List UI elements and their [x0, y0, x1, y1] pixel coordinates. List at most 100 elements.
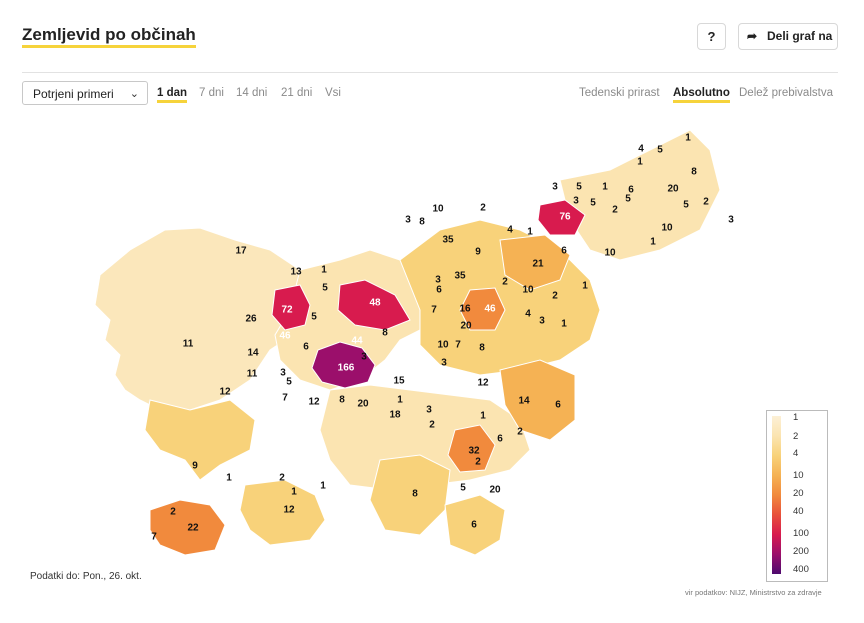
municipality-value-label: 4 — [525, 309, 531, 320]
municipality-value-label: 1 — [685, 133, 691, 144]
range-all[interactable]: Vsi — [325, 87, 341, 99]
legend-tick: 2 — [793, 431, 799, 442]
municipality-value-label: 13 — [290, 267, 302, 278]
region-kocevje[interactable] — [369, 454, 451, 536]
region-southeast[interactable] — [499, 359, 576, 441]
municipality-value-label: 8 — [479, 343, 485, 354]
municipality-value-label: 14 — [247, 348, 259, 359]
legend-color-bar — [772, 416, 781, 574]
region-novo-mesto[interactable] — [447, 424, 496, 473]
region-kamnik[interactable] — [337, 279, 411, 331]
region-kranj[interactable] — [271, 284, 311, 331]
municipality-value-label: 76 — [559, 212, 571, 223]
municipality-value-label: 166 — [338, 363, 355, 374]
data-source-note: vir podatkov: NIJZ, Ministrstvo za zdrav… — [685, 588, 822, 597]
municipality-value-label: 17 — [235, 246, 247, 257]
region-bela-krajina[interactable] — [444, 494, 506, 556]
range-14-days[interactable]: 14 dni — [236, 87, 268, 99]
municipality-value-label: 15 — [393, 376, 405, 387]
municipality-value-label: 26 — [245, 314, 257, 325]
municipality-value-label: 35 — [454, 271, 466, 282]
municipality-value-label: 6 — [555, 400, 561, 411]
municipality-value-label: 1 — [291, 487, 297, 498]
municipality-value-label: 2 — [170, 507, 176, 518]
municipality-value-label: 1 — [582, 281, 588, 292]
municipality-value-label: 2 — [517, 427, 523, 438]
municipality-value-label: 1 — [397, 395, 403, 406]
municipality-value-label: 6 — [436, 285, 442, 296]
municipality-value-label: 14 — [518, 396, 530, 407]
legend-tick: 40 — [793, 506, 804, 517]
mode-weekly-growth[interactable]: Tedenski prirast — [579, 87, 660, 99]
municipality-value-label: 46 — [484, 304, 496, 315]
region-maribor[interactable] — [499, 234, 571, 291]
municipality-value-label: 3 — [280, 368, 286, 379]
municipality-value-label: 22 — [187, 523, 199, 534]
municipality-value-label: 3 — [441, 358, 447, 369]
region-west[interactable] — [94, 227, 301, 411]
legend-tick: 1 — [793, 412, 799, 423]
municipality-value-label: 3 — [552, 182, 558, 193]
municipality-value-label: 1 — [650, 237, 656, 248]
municipality-value-label: 5 — [460, 483, 466, 494]
share-button[interactable]: ➦ Deli graf na — [738, 23, 838, 50]
municipality-value-label: 5 — [311, 312, 317, 323]
region-ljubljana[interactable] — [311, 341, 376, 389]
municipality-value-label: 2 — [475, 457, 481, 468]
data-date-note: Podatki do: Pon., 26. okt. — [30, 571, 142, 582]
region-northeast[interactable] — [559, 129, 721, 261]
region-coast[interactable] — [149, 499, 226, 556]
municipality-value-label: 3 — [426, 405, 432, 416]
municipality-value-label: 10 — [437, 340, 449, 351]
range-1-day[interactable]: 1 dan — [157, 86, 188, 103]
range-7-days[interactable]: 7 dni — [199, 87, 224, 99]
municipality-value-label: 2 — [612, 205, 618, 216]
municipality-value-label: 3 — [539, 316, 545, 327]
municipality-value-label: 8 — [691, 167, 697, 178]
chevron-down-icon: ⌄ — [129, 88, 139, 100]
municipality-value-label: 6 — [471, 520, 477, 531]
municipality-value-label: 5 — [657, 145, 663, 156]
region-southwest[interactable] — [144, 399, 256, 481]
municipality-value-label: 5 — [576, 182, 582, 193]
municipality-value-label: 3 — [435, 275, 441, 286]
municipality-value-label: 1 — [527, 227, 533, 238]
municipality-value-label: 2 — [429, 420, 435, 431]
help-button[interactable]: ? — [697, 23, 726, 50]
legend-tick: 10 — [793, 470, 804, 481]
range-21-days[interactable]: 21 dni — [281, 87, 313, 99]
municipality-value-label: 12 — [283, 505, 295, 516]
municipality-value-label: 2 — [502, 277, 508, 288]
municipality-value-label: 6 — [628, 185, 634, 196]
municipality-value-label: 1 — [480, 411, 486, 422]
municipality-value-label: 1 — [561, 319, 567, 330]
metric-select[interactable]: Potrjeni primeri ⌄ — [22, 81, 148, 105]
municipality-value-label: 4 — [638, 144, 644, 155]
municipality-value-label: 18 — [389, 410, 401, 421]
mode-absolute[interactable]: Absolutno — [673, 86, 730, 103]
municipality-value-label: 20 — [667, 184, 679, 195]
municipality-value-label: 2 — [703, 197, 709, 208]
municipality-value-label: 12 — [219, 387, 231, 398]
municipality-value-label: 8 — [412, 489, 418, 500]
region-ptuj[interactable] — [537, 199, 586, 236]
header-divider — [22, 72, 838, 73]
municipality-value-label: 6 — [497, 434, 503, 445]
municipality-value-label: 21 — [532, 259, 544, 270]
municipality-value-label: 48 — [369, 298, 381, 309]
municipality-value-label: 6 — [561, 246, 567, 257]
municipality-value-label: 44 — [351, 336, 363, 347]
page-title: Zemljevid po občinah — [22, 26, 196, 48]
municipality-value-label: 7 — [282, 393, 288, 404]
region-kras[interactable] — [239, 479, 326, 546]
municipality-value-label: 11 — [183, 339, 194, 350]
municipality-value-label: 5 — [286, 377, 292, 388]
municipality-value-label: 8 — [419, 217, 425, 228]
region-celje[interactable] — [459, 287, 506, 331]
municipality-value-label: 35 — [442, 235, 454, 246]
legend-tick: 400 — [793, 564, 809, 575]
mode-population-share[interactable]: Delež prebivalstva — [739, 87, 833, 99]
municipality-value-label: 7 — [151, 532, 157, 543]
municipality-value-label: 20 — [489, 485, 501, 496]
